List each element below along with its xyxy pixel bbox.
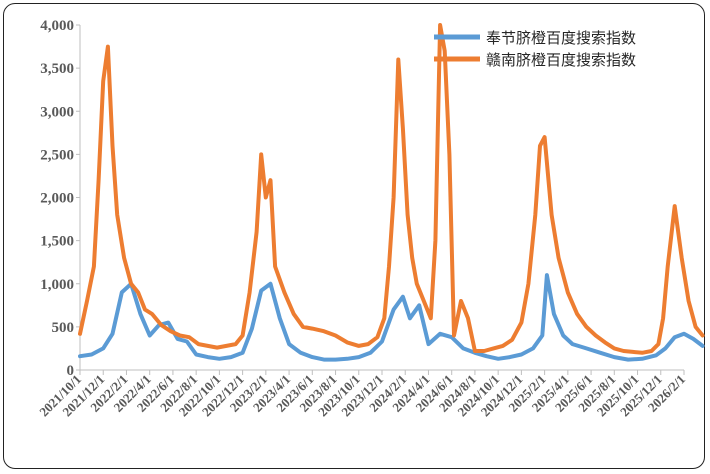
y-tick-label: 1,500 [40, 234, 74, 250]
y-tick-label: 500 [52, 320, 75, 336]
y-tick-label: 1,000 [40, 277, 74, 293]
y-tick-label: 0 [67, 363, 75, 379]
y-tick-label: 3,000 [40, 104, 74, 120]
legend-label-1: 奉节脐橙百度搜索指数 [486, 29, 636, 47]
y-tick-label: 4,000 [40, 18, 74, 34]
series-line-2 [78, 23, 705, 355]
axes-layer: 05001,0001,5002,0002,5003,0003,5004,0002… [36, 18, 688, 419]
y-tick-label: 3,500 [40, 61, 74, 77]
legend-label-2: 赣南脐橙百度搜索指数 [486, 51, 636, 69]
series-layer [78, 23, 705, 362]
y-tick-label: 2,500 [40, 147, 74, 163]
series-line-1 [78, 273, 705, 362]
y-tick-label: 2,000 [40, 191, 74, 207]
